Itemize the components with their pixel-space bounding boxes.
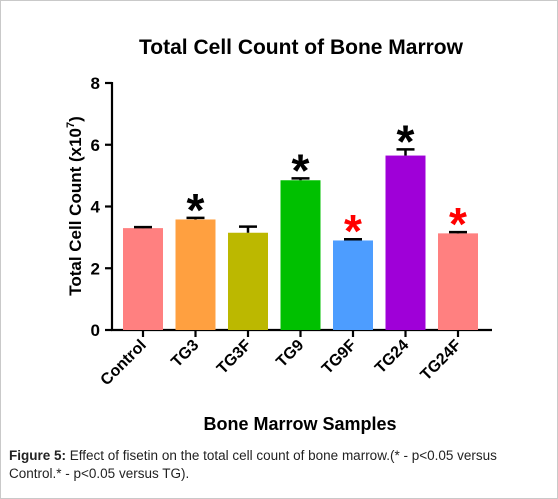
y-tick-label: 0 (91, 321, 100, 340)
x-tick-label: TG9 (273, 337, 307, 371)
y-tick-label: 2 (91, 259, 100, 278)
x-axis: Control TG3 TG3F TG9 TG9F TG24 TG24F (98, 328, 492, 389)
bar-tg9f (333, 240, 373, 330)
x-tick-label: Control (98, 337, 150, 389)
x-tick-label: TG24F (418, 337, 465, 384)
x-tick-label: TG3F (214, 337, 255, 378)
chart-title: Total Cell Count of Bone Marrow (139, 36, 464, 59)
bar-tg3f (228, 232, 268, 330)
x-tick-label: TG3 (168, 337, 202, 371)
figure-caption-text: Effect of fisetin on the total cell coun… (9, 448, 497, 481)
significance-asterisk-tg9f: * (344, 205, 362, 257)
y-axis-label-sup: 7 (65, 122, 77, 128)
y-axis-label-main: Total Cell Count (x10 (66, 128, 85, 296)
bar-control (123, 228, 163, 330)
x-tick-label: TG9F (319, 337, 360, 378)
bar-tg24f (438, 233, 478, 330)
y-tick-label: 6 (91, 136, 100, 155)
y-axis: 0 2 4 6 8 (91, 74, 114, 340)
bar-tg3 (175, 219, 216, 330)
y-axis-label: Total Cell Count (x107) (65, 116, 85, 296)
bar-tg24 (385, 155, 426, 330)
bar-tg9 (280, 180, 321, 330)
significance-markers: * * * * * (187, 115, 468, 257)
figure-caption: Figure 5: Effect of fisetin on the total… (9, 447, 551, 483)
significance-asterisk-tg24f: * (449, 198, 467, 250)
y-tick-label: 8 (91, 74, 100, 93)
significance-asterisk-tg9: * (292, 144, 310, 196)
x-axis-label: Bone Marrow Samples (203, 414, 396, 434)
x-tick-label: TG24 (372, 337, 412, 377)
y-tick-label: 4 (91, 198, 101, 217)
significance-asterisk-tg24: * (397, 115, 415, 167)
bar-chart: Total Cell Count of Bone Marrow 0 2 4 6 8 Co… (65, 36, 492, 434)
bar-series (123, 148, 478, 330)
figure-caption-label: Figure 5: (9, 448, 67, 463)
y-axis-label-end: ) (66, 116, 85, 122)
significance-asterisk-tg3: * (187, 184, 205, 236)
